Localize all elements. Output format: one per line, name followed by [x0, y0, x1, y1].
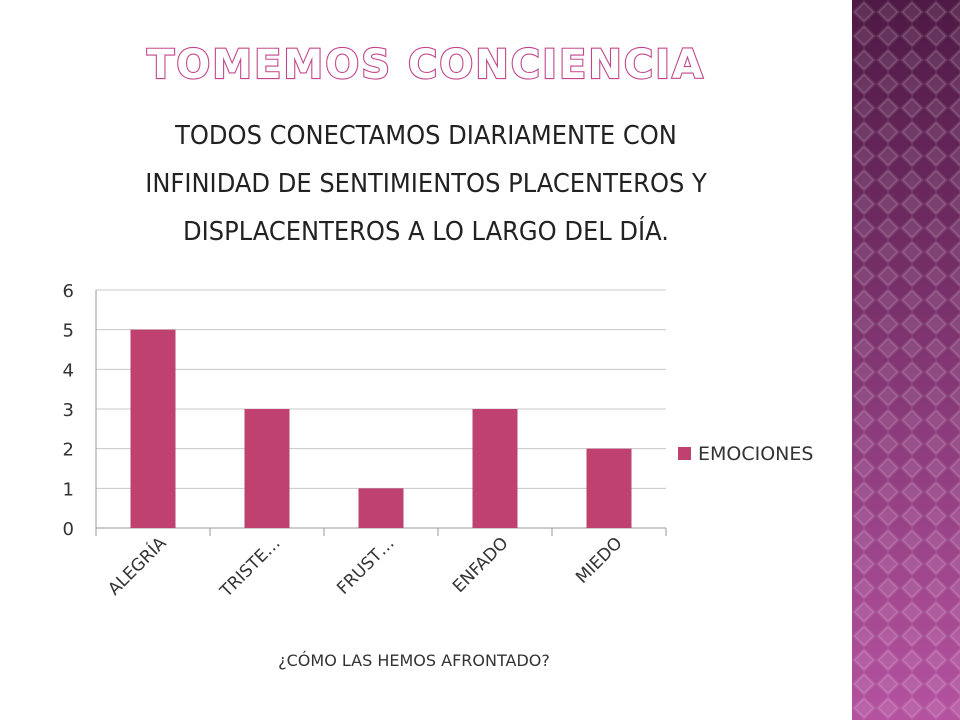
x-category-label: ALEGRÍA [103, 532, 171, 600]
y-tick-label: 2 [63, 440, 74, 461]
y-tick-label: 3 [63, 400, 74, 421]
bar-1 [130, 329, 176, 528]
body-line-3: DISPLACENTEROS A LO LARGO DEL DÍA. [183, 217, 669, 247]
y-tick-label: 4 [63, 360, 74, 381]
body-line-2: INFINIDAD DE SENTIMIENTOS PLACENTEROS Y [145, 169, 707, 199]
bar-4 [472, 409, 518, 528]
emotions-bar-chart: 0 1 2 3 4 5 6 ALEGRÍA TRISTE… FRUST… ENFADO MIEDO EM… [63, 281, 814, 670]
bar-5 [586, 448, 632, 528]
legend-label: EMOCIONES [698, 443, 813, 465]
y-tick-label: 1 [63, 479, 74, 500]
x-category-label: ENFADO [449, 533, 512, 596]
slide-body-text: TODOS CONECTAMOS DIARIAMENTE CON INFINID… [40, 112, 812, 256]
slide-title-container: TOMEMOS CONCIENCIA [0, 30, 852, 100]
bar-3 [358, 488, 404, 528]
decorative-sidebar [852, 0, 960, 720]
bar-2 [244, 409, 290, 528]
x-category-label: MIEDO [572, 533, 626, 587]
x-axis-title: ¿CÓMO LAS HEMOS AFRONTADO? [278, 651, 550, 670]
y-tick-label: 5 [63, 321, 74, 342]
body-line-1: TODOS CONECTAMOS DIARIAMENTE CON [175, 121, 677, 151]
legend-swatch [678, 447, 691, 460]
y-tick-label: 6 [63, 281, 74, 302]
diamond-pattern [852, 0, 960, 720]
x-category-label: FRUST… [333, 533, 398, 598]
x-category-label: TRISTE… [216, 533, 285, 602]
slide-title: TOMEMOS CONCIENCIA [147, 42, 705, 88]
y-tick-label: 0 [63, 519, 74, 540]
